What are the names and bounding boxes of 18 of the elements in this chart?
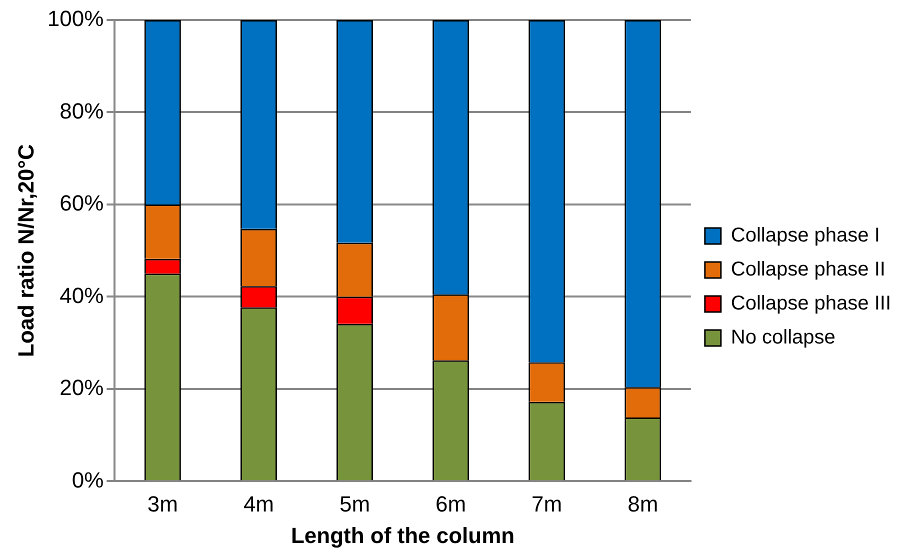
legend-label: Collapse phase III xyxy=(730,292,892,315)
x-tick-label: 8m xyxy=(628,491,658,516)
y-tick-label: 100% xyxy=(47,6,104,32)
x-tick-label: 6m xyxy=(436,491,466,516)
y-tick-label: 20% xyxy=(60,375,104,400)
y-tick-label: 60% xyxy=(60,190,104,216)
y-axis-title: Load ratio N/Nr,20°C xyxy=(13,144,38,358)
x-tick-label: 5m xyxy=(339,491,370,516)
x-tick-label: 4m xyxy=(243,491,274,516)
x-axis-title: Length of the column xyxy=(290,522,515,548)
legend-label: Collapse phase II xyxy=(730,258,886,281)
y-tick-label: 40% xyxy=(60,282,104,308)
x-tick-label: 3m xyxy=(147,491,178,516)
legend-label: No collapse xyxy=(730,326,836,349)
y-tick-label: 80% xyxy=(60,98,104,124)
legend-label: Collapse phase I xyxy=(730,224,880,247)
x-tick-label: 7m xyxy=(532,491,562,516)
y-tick-label: 0% xyxy=(72,467,104,492)
